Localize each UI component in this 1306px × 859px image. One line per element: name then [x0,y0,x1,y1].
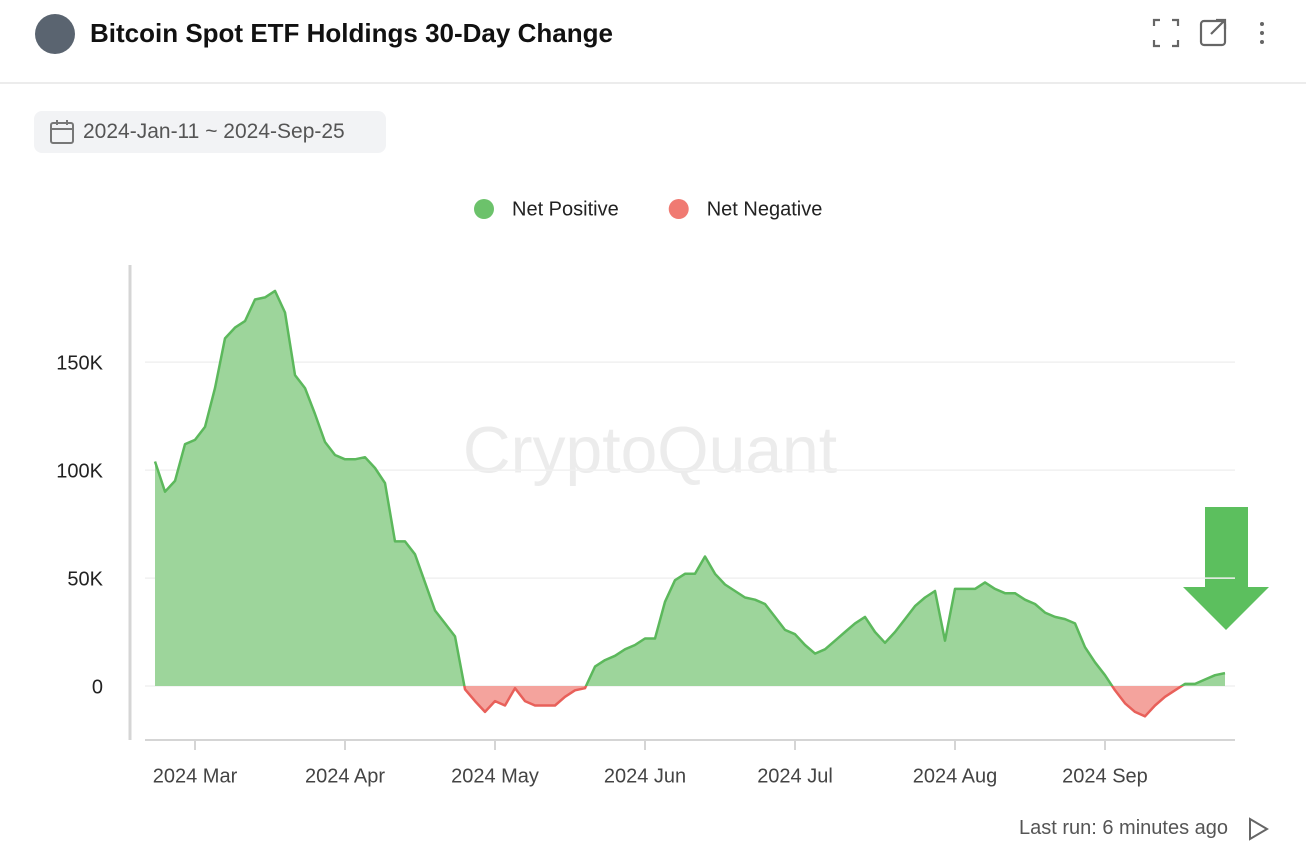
y-tick-label: 150K [56,352,103,374]
x-tick-label: 2024 Mar [153,765,238,787]
legend-swatch [474,199,494,219]
y-tick-label: 50K [67,568,103,590]
header-icons[interactable] [1145,16,1285,56]
x-tick-label: 2024 Aug [913,765,998,787]
x-tick-label: 2024 Jul [757,765,833,787]
y-tick-label: 0 [92,676,103,698]
area-fill [155,686,1225,717]
x-tick-label: 2024 Jun [604,765,686,787]
area-line [153,289,1226,687]
avatar [35,14,75,54]
x-tick-label: 2024 Sep [1062,765,1148,787]
legend-label: Net Positive [512,198,619,220]
last-run: Last run: 6 minutes ago [1018,817,1228,839]
calendar-icon [50,120,74,144]
x-tick-label: 2024 Apr [305,765,385,787]
header: Bitcoin Spot ETF Holdings 30-Day Change [0,0,1306,84]
legend-swatch [668,199,689,219]
date-range[interactable]: 2024-Jan-11 ~ 2024-Sep-25 [34,111,386,153]
y-tick-label: 100K [56,460,103,482]
watermark: CryptoQuant [463,412,837,486]
title: Bitcoin Spot ETF Holdings 30-Day Change [90,18,613,48]
run-button[interactable] [1245,816,1271,842]
legend-label: Net Negative [707,198,823,220]
date-range-text: 2024-Jan-11 ~ 2024-Sep-25 [83,120,345,143]
x-tick-label: 2024 May [451,765,539,787]
arrow-annotation [1183,507,1269,630]
area-fill [155,290,1225,687]
